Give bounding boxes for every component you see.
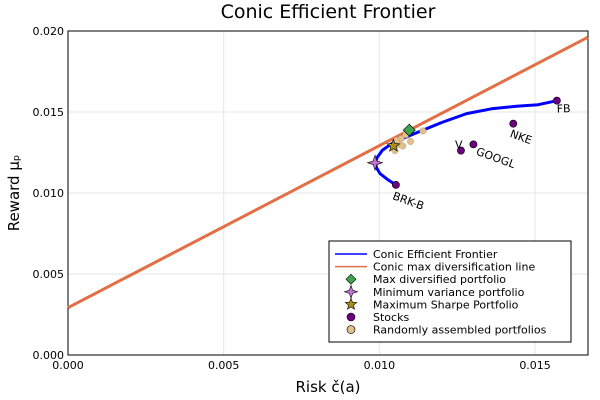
x-tick-label: 0.015 bbox=[519, 359, 551, 372]
axis-ticks: 0.000 0.005 0.010 0.015 0.000 0.005 0.010 0.015… bbox=[33, 25, 551, 372]
legend-label: Minimum variance portfolio bbox=[373, 286, 525, 299]
min-variance-marker bbox=[366, 154, 384, 172]
legend-circle-swatch bbox=[346, 312, 356, 322]
y-tick-label: 0.000 bbox=[33, 349, 65, 362]
legend-label: Stocks bbox=[373, 311, 409, 324]
y-tick-label: 0.015 bbox=[33, 106, 65, 119]
series bbox=[67, 35, 589, 310]
legend-label: Conic max diversification line bbox=[373, 261, 535, 274]
stock-label: FB bbox=[557, 102, 571, 115]
legend-circle-swatch bbox=[346, 325, 356, 334]
stock-point bbox=[552, 96, 561, 105]
max-sharpe-marker bbox=[386, 138, 401, 152]
legend-label: Randomly assembled portfolios bbox=[373, 324, 547, 337]
random-portfolio-point bbox=[419, 127, 427, 135]
legend-star-swatch bbox=[344, 297, 358, 310]
y-tick-label: 0.005 bbox=[33, 268, 65, 281]
plot-frame bbox=[67, 30, 589, 356]
y-axis-title: Reward μₚ bbox=[5, 155, 23, 232]
stock-point bbox=[457, 146, 465, 155]
y-tick-label: 0.010 bbox=[33, 187, 65, 200]
chart-title: Conic Efficient Frontier bbox=[221, 1, 436, 23]
legend-label: Conic Efficient Frontier bbox=[373, 248, 498, 261]
stock-label: V bbox=[455, 139, 463, 152]
x-tick-label: 0.005 bbox=[208, 359, 240, 372]
stock-point bbox=[509, 119, 518, 128]
legend-box bbox=[328, 240, 572, 343]
stock-point bbox=[391, 180, 400, 189]
x-tick-label: 0.000 bbox=[52, 359, 84, 372]
max-diversification-line bbox=[67, 35, 589, 310]
stock-point bbox=[469, 140, 478, 149]
y-tick-label: 0.020 bbox=[33, 25, 65, 38]
legend-label: Max diversified portfolio bbox=[373, 273, 506, 286]
legend-label: Maximum Sharpe Portfolio bbox=[373, 298, 519, 311]
x-axis-title: Risk č(a) bbox=[295, 378, 360, 396]
x-tick-label: 0.010 bbox=[364, 359, 396, 372]
legend-diamond-swatch bbox=[345, 273, 357, 285]
random-portfolio-point bbox=[407, 138, 414, 145]
max-diversified-marker bbox=[402, 123, 416, 137]
random-portfolio-point bbox=[399, 142, 407, 150]
